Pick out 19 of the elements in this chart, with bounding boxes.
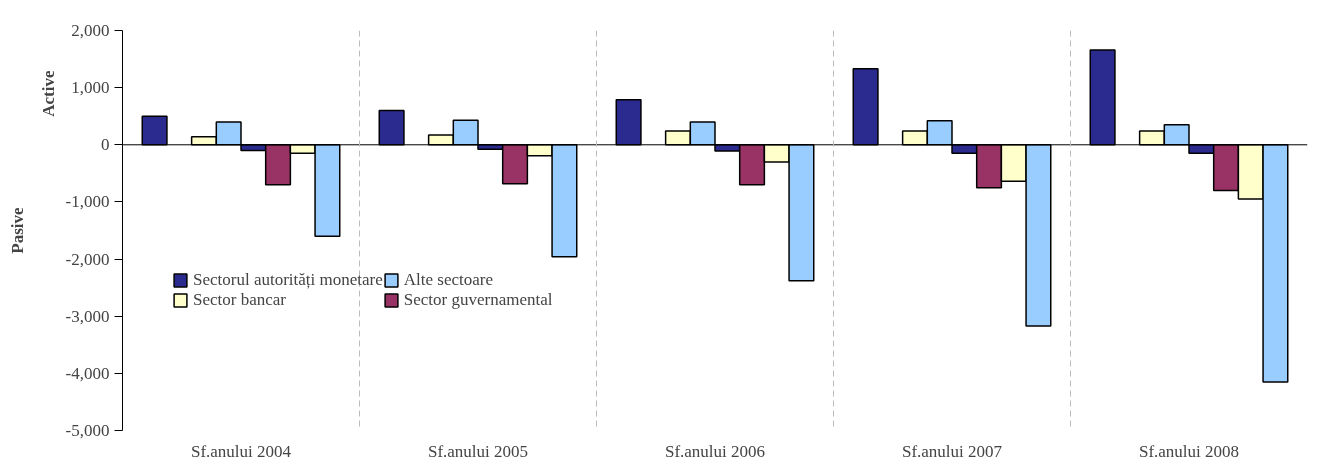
- x-tick-label: Sf.anului 2005: [427, 441, 529, 461]
- y-tick-label: -3,000: [65, 306, 110, 326]
- y-tick-label: -5,000: [65, 421, 110, 440]
- legend-label: Sector bancar: [193, 290, 286, 310]
- legend-label: Sectorul autorități monetare: [193, 270, 383, 290]
- text: Active: [38, 70, 58, 117]
- y-tick-label: 0: [101, 135, 110, 155]
- y-tick-label: 1,000: [71, 78, 110, 98]
- x-tick-label: Sf.anului 2007: [901, 441, 1003, 461]
- y-tick-label: 2,000: [71, 21, 110, 40]
- x-tick-label: Sf.anului 2004: [190, 441, 292, 461]
- x-tick-label: Sf.anului 2006: [664, 441, 766, 461]
- legend-label: Sector guvernamental: [403, 290, 553, 310]
- y-tick-label: -1,000: [65, 192, 110, 212]
- x-tick-label: Sf.anului 2008: [1138, 441, 1240, 461]
- legend-label: Alte sectoare: [403, 270, 493, 290]
- y-tick-label: -4,000: [65, 363, 110, 383]
- text: Pasive: [7, 206, 27, 254]
- y-tick-label: -2,000: [65, 249, 110, 269]
